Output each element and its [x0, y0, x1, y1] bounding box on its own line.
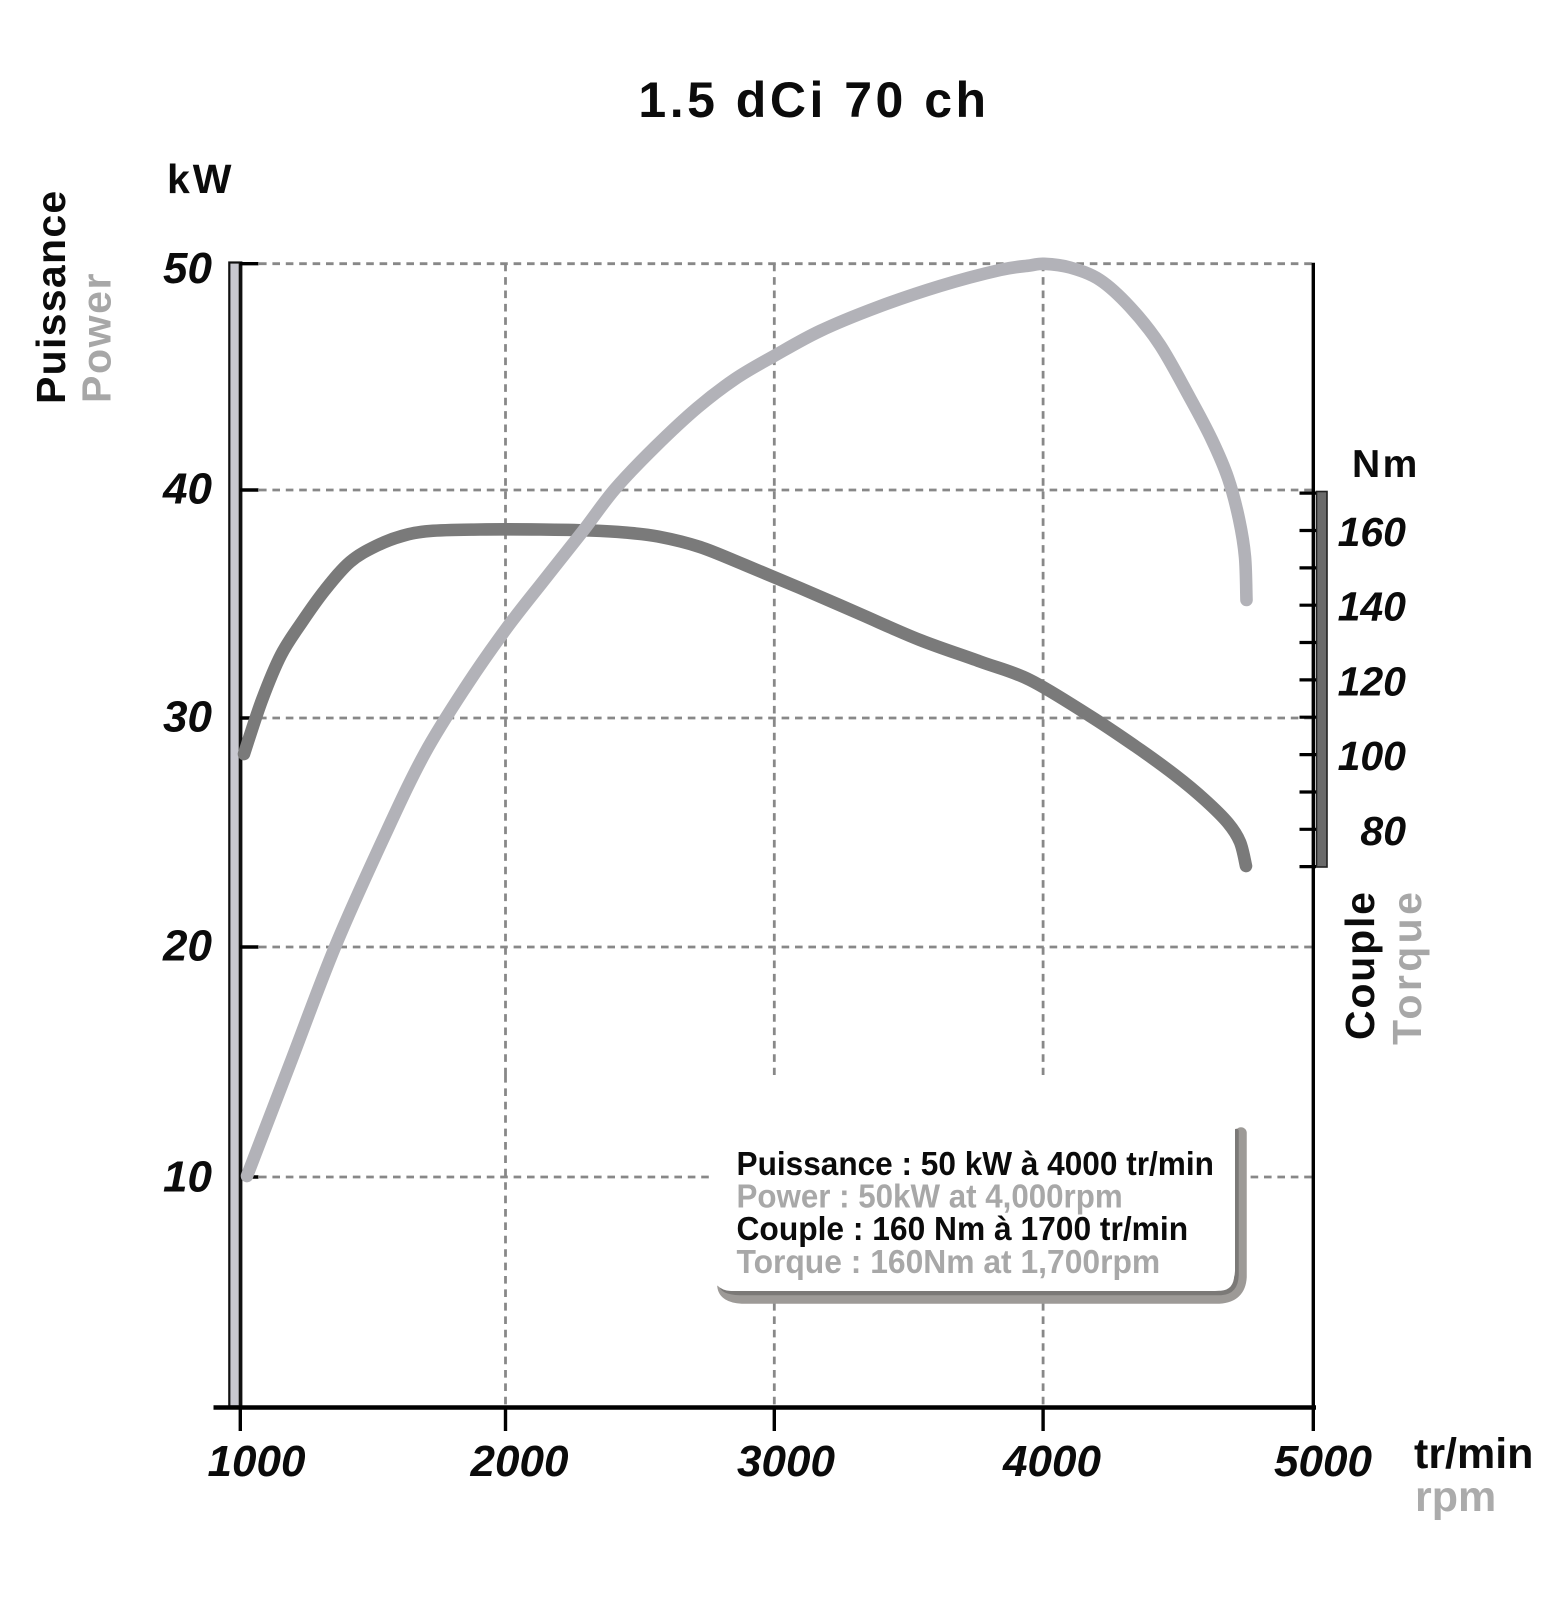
svg-text:Puissance : 50 kW à 4000 tr/mi: Puissance : 50 kW à 4000 tr/min — [737, 1145, 1214, 1182]
svg-text:100: 100 — [1338, 733, 1407, 779]
svg-text:80: 80 — [1360, 808, 1406, 854]
svg-text:rpm: rpm — [1415, 1473, 1496, 1521]
svg-text:kW: kW — [167, 156, 235, 202]
svg-text:tr/min: tr/min — [1414, 1430, 1533, 1478]
svg-text:2000: 2000 — [470, 1437, 569, 1486]
svg-text:1.5 dCi 70 ch: 1.5 dCi 70 ch — [638, 72, 989, 128]
svg-text:20: 20 — [162, 922, 212, 971]
svg-text:1000: 1000 — [208, 1437, 306, 1486]
svg-text:Power : 50kW at 4,000rpm: Power : 50kW at 4,000rpm — [737, 1178, 1123, 1215]
svg-text:160: 160 — [1338, 509, 1407, 555]
svg-text:5000: 5000 — [1274, 1437, 1372, 1486]
svg-text:3000: 3000 — [737, 1437, 835, 1486]
svg-text:4000: 4000 — [1002, 1437, 1101, 1486]
svg-text:Torque : 160Nm at 1,700rpm: Torque : 160Nm at 1,700rpm — [737, 1242, 1161, 1280]
svg-text:10: 10 — [163, 1153, 212, 1202]
svg-text:Power: Power — [74, 272, 120, 403]
svg-text:Torque: Torque — [1384, 889, 1430, 1045]
svg-text:120: 120 — [1338, 658, 1407, 704]
svg-text:Puissance: Puissance — [28, 189, 74, 404]
svg-text:40: 40 — [162, 465, 212, 514]
svg-text:30: 30 — [163, 693, 212, 742]
svg-text:Couple : 160 Nm à 1700 tr/min: Couple : 160 Nm à 1700 tr/min — [737, 1209, 1189, 1247]
svg-text:Couple: Couple — [1337, 890, 1383, 1040]
svg-text:Nm: Nm — [1352, 443, 1420, 486]
svg-text:50: 50 — [163, 244, 212, 293]
svg-text:140: 140 — [1338, 584, 1407, 630]
